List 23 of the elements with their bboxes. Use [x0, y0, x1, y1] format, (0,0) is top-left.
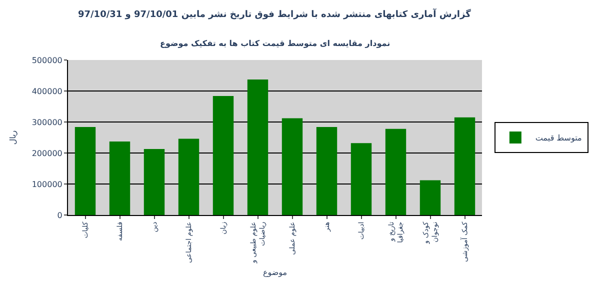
bar [385, 128, 406, 215]
y-tick-label: 200000 [32, 148, 62, 158]
bar [109, 142, 130, 215]
bar [144, 148, 165, 215]
bar [454, 117, 476, 215]
legend-label: متوسط قیمت [535, 134, 582, 143]
chart-subtitle: نمودار مقایسه ای متوسط قیمت کتاب ها به تفکیک موضوع [160, 39, 390, 48]
bar [74, 126, 96, 215]
bar [420, 180, 441, 215]
y-tick-label: 400000 [32, 86, 62, 96]
bar [316, 126, 338, 215]
x-axis-title: موضوع [262, 268, 288, 278]
y-tick-label: 0 [57, 210, 62, 220]
y-tick-label: 100000 [32, 180, 62, 189]
bar [282, 118, 303, 215]
y-tick-label: 300000 [32, 118, 62, 127]
y-axis-title: ریال [8, 130, 18, 145]
bar [212, 96, 234, 215]
bar [247, 80, 268, 215]
bar [178, 138, 200, 215]
chart-title: گزارش آماری کتابهای منتشر شده با شرایط فوق تاریخ نشر مابین 97/10/01 و 97/10/31 [78, 8, 472, 20]
y-tick-label: 500000 [32, 56, 62, 65]
bar [350, 143, 372, 215]
